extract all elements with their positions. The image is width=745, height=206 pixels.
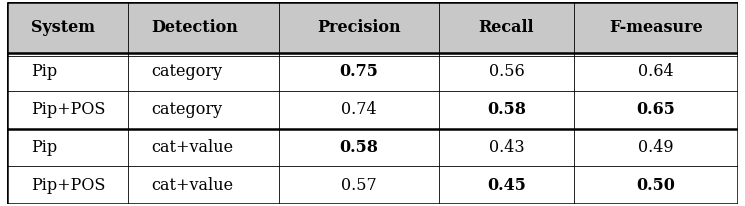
- Text: Pip: Pip: [31, 63, 57, 81]
- Text: Recall: Recall: [479, 19, 534, 36]
- Text: 0.43: 0.43: [489, 139, 524, 156]
- Text: 0.57: 0.57: [341, 177, 377, 194]
- Text: 0.58: 0.58: [487, 101, 526, 118]
- Text: 0.50: 0.50: [636, 177, 676, 194]
- Text: 0.64: 0.64: [638, 63, 673, 81]
- Text: 0.56: 0.56: [489, 63, 524, 81]
- Bar: [7, 53, 738, 204]
- Text: 0.65: 0.65: [636, 101, 676, 118]
- Text: Detection: Detection: [151, 19, 238, 36]
- Text: 0.49: 0.49: [638, 139, 673, 156]
- Text: Pip: Pip: [31, 139, 57, 156]
- Text: 0.45: 0.45: [487, 177, 526, 194]
- Text: F-measure: F-measure: [609, 19, 703, 36]
- Text: category: category: [151, 101, 222, 118]
- Text: cat+value: cat+value: [151, 139, 233, 156]
- Text: Precision: Precision: [317, 19, 401, 36]
- Bar: [7, 2, 738, 53]
- Text: cat+value: cat+value: [151, 177, 233, 194]
- Text: 0.75: 0.75: [340, 63, 378, 81]
- Text: 0.58: 0.58: [340, 139, 378, 156]
- Text: 0.74: 0.74: [341, 101, 377, 118]
- Text: System: System: [31, 19, 95, 36]
- Text: category: category: [151, 63, 222, 81]
- Text: Pip+POS: Pip+POS: [31, 177, 105, 194]
- Text: Pip+POS: Pip+POS: [31, 101, 105, 118]
